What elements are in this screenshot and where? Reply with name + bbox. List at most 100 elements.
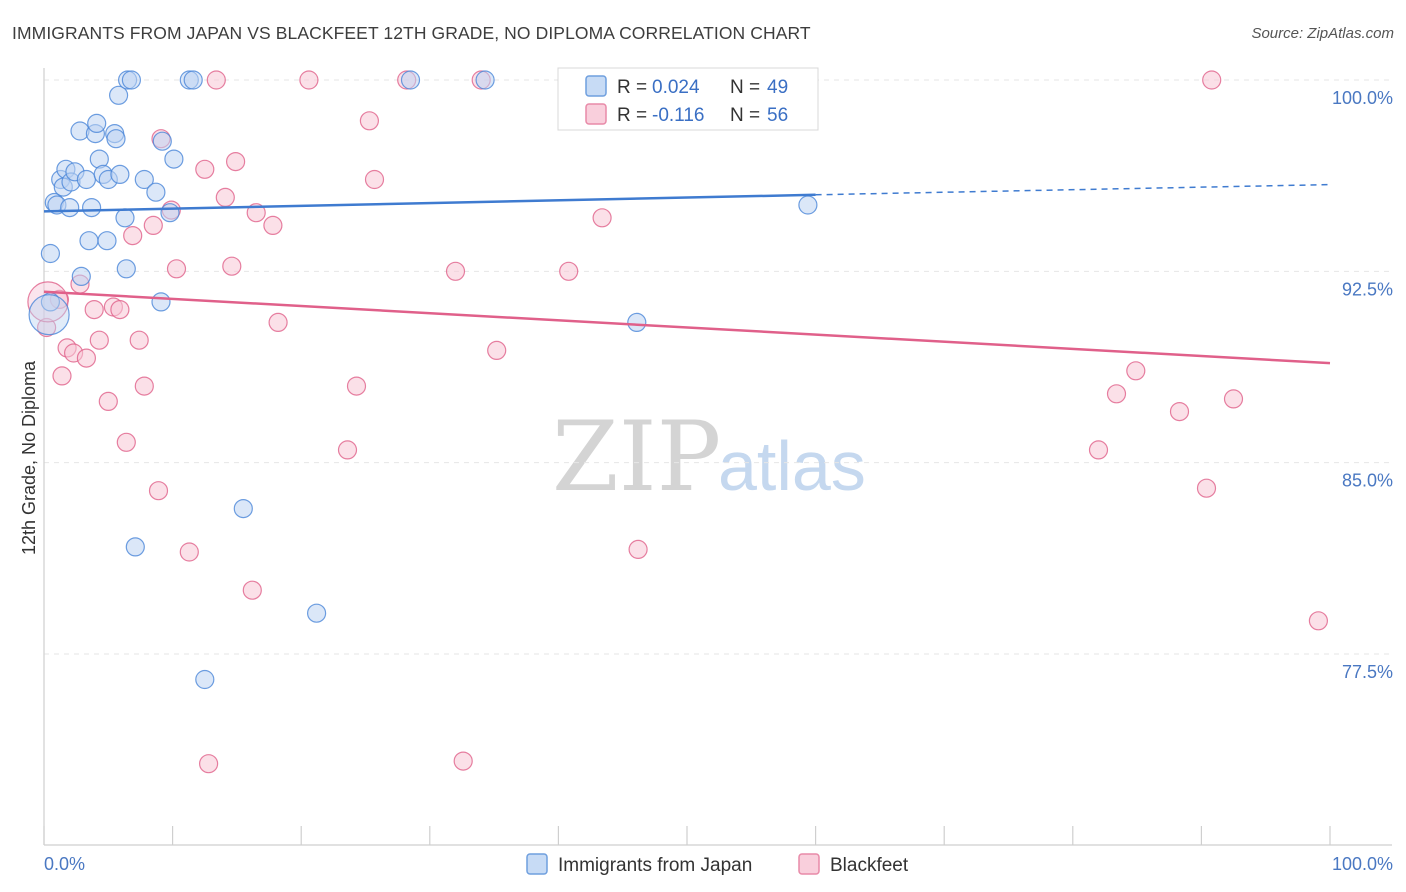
point-blackfeet-6 <box>76 348 97 368</box>
point-blackfeet-50 <box>1169 402 1190 422</box>
bottom-legend-label-blackfeet: Blackfeet <box>830 855 909 876</box>
point-japan-36 <box>183 70 203 90</box>
point-blackfeet-51 <box>1196 478 1217 498</box>
legend-n-value-blackfeet: 56 <box>767 105 788 126</box>
point-japan-34 <box>164 149 184 169</box>
point-blackfeet-28 <box>242 580 262 600</box>
point-japan-40 <box>307 603 327 623</box>
point-blackfeet-8 <box>89 330 109 350</box>
point-blackfeet-20 <box>166 259 187 279</box>
point-blackfeet-23 <box>199 754 219 774</box>
point-blackfeet-25 <box>215 187 235 207</box>
chart-title: IMMIGRANTS FROM JAPAN VS BLACKFEET 12TH … <box>12 23 811 43</box>
y-tick-label-0: 77.5% <box>1342 662 1393 682</box>
correlation-legend: R = 0.024 N = 49 R = -0.116 N = 56 <box>557 67 819 131</box>
series-legend: Immigrants from Japan Blackfeet <box>526 853 909 876</box>
point-blackfeet-0 <box>36 317 57 338</box>
x-tick-label-min: 0.0% <box>44 854 85 874</box>
point-blackfeet-24 <box>206 70 226 90</box>
point-blackfeet-15 <box>134 376 154 396</box>
legend-n-value-japan: 49 <box>767 77 788 98</box>
point-blackfeet-39 <box>453 751 473 771</box>
chart-source: Source: ZipAtlas.com <box>1251 25 1394 42</box>
point-japan-41 <box>400 70 421 90</box>
y-tick-label-3: 100.0% <box>1332 88 1393 108</box>
point-japan-7 <box>60 198 80 218</box>
watermark: ZIP atlas <box>552 401 866 513</box>
point-japan-26 <box>116 259 136 279</box>
point-japan-38 <box>195 669 215 690</box>
point-blackfeet-38 <box>445 261 466 281</box>
point-blackfeet-7 <box>84 300 104 320</box>
point-japan-19 <box>97 231 117 251</box>
point-blackfeet-49 <box>1126 361 1146 381</box>
point-japan-30 <box>134 169 154 190</box>
point-blackfeet-54 <box>1308 611 1329 631</box>
point-japan-12 <box>76 169 97 190</box>
point-japan-31 <box>146 182 166 202</box>
point-japan-29 <box>125 537 145 557</box>
point-blackfeet-32 <box>299 70 319 90</box>
trend-line-blackfeet <box>43 290 1331 365</box>
watermark-zip: ZIP <box>552 401 721 513</box>
x-tick-label-max: 100.0% <box>1332 854 1393 874</box>
y-axis-label: 12th Grade, No Diploma <box>19 360 39 555</box>
bottom-legend-swatch-japan <box>526 853 548 875</box>
point-blackfeet-11 <box>110 300 130 320</box>
point-japan-22 <box>106 129 126 149</box>
point-japan-13 <box>79 231 99 251</box>
trend-lines <box>43 183 1331 365</box>
point-blackfeet-47 <box>1088 440 1109 460</box>
point-japan-47 <box>798 195 818 215</box>
y-axis-tick-labels: 77.5% 85.0% 92.5% 100.0% <box>1332 88 1393 682</box>
point-japan-14 <box>81 198 102 218</box>
point-blackfeet-42 <box>559 261 579 281</box>
trend-line-japan-extension <box>815 183 1331 196</box>
point-japan-42 <box>475 70 495 90</box>
point-blackfeet-2 <box>52 366 72 386</box>
point-japan-33 <box>160 203 180 223</box>
point-japan-32 <box>152 131 172 151</box>
legend-swatch-japan <box>585 75 607 97</box>
point-blackfeet-52 <box>1202 70 1222 90</box>
point-japan-0 <box>40 243 61 264</box>
watermark-atlas: atlas <box>718 427 866 505</box>
point-blackfeet-31 <box>268 312 288 332</box>
point-blackfeet-22 <box>195 159 215 179</box>
point-blackfeet-44 <box>628 539 648 560</box>
point-japan-48 <box>28 294 70 336</box>
point-blackfeet-17 <box>148 481 169 501</box>
point-japan-24 <box>110 164 130 184</box>
legend-r-value-japan: 0.024 <box>652 77 700 98</box>
point-japan-23 <box>108 85 129 105</box>
legend-swatch-blackfeet <box>585 103 607 125</box>
point-blackfeet-35 <box>359 111 379 131</box>
bottom-legend-label-japan: Immigrants from Japan <box>558 855 752 876</box>
point-blackfeet-41 <box>487 340 507 360</box>
point-japan-39 <box>233 499 253 519</box>
point-blackfeet-48 <box>1106 384 1127 404</box>
point-blackfeet-26 <box>222 256 242 276</box>
legend-r-value-blackfeet: -0.116 <box>652 105 704 126</box>
point-blackfeet-34 <box>346 376 367 396</box>
legend-r-label-blackfeet: R = <box>617 105 647 126</box>
x-axis-ticks <box>43 826 1331 845</box>
point-japan-25 <box>115 208 135 228</box>
legend-r-label-japan: R = <box>617 77 647 98</box>
point-blackfeet-9 <box>98 391 118 411</box>
point-blackfeet-27 <box>226 152 246 172</box>
point-blackfeet-29 <box>246 203 266 223</box>
legend-n-label-blackfeet: N = <box>730 105 760 126</box>
point-blackfeet-36 <box>364 169 385 190</box>
point-blackfeet-43 <box>592 208 612 228</box>
gridlines <box>44 79 1392 655</box>
legend-n-label-japan: N = <box>730 77 760 98</box>
point-japan-28 <box>121 70 141 90</box>
point-japan-37 <box>151 292 171 312</box>
bottom-legend-swatch-blackfeet <box>798 853 820 875</box>
point-blackfeet-16 <box>143 215 163 235</box>
point-blackfeet-30 <box>263 215 283 235</box>
y-tick-label-2: 92.5% <box>1342 279 1393 299</box>
point-blackfeet-14 <box>129 330 149 350</box>
